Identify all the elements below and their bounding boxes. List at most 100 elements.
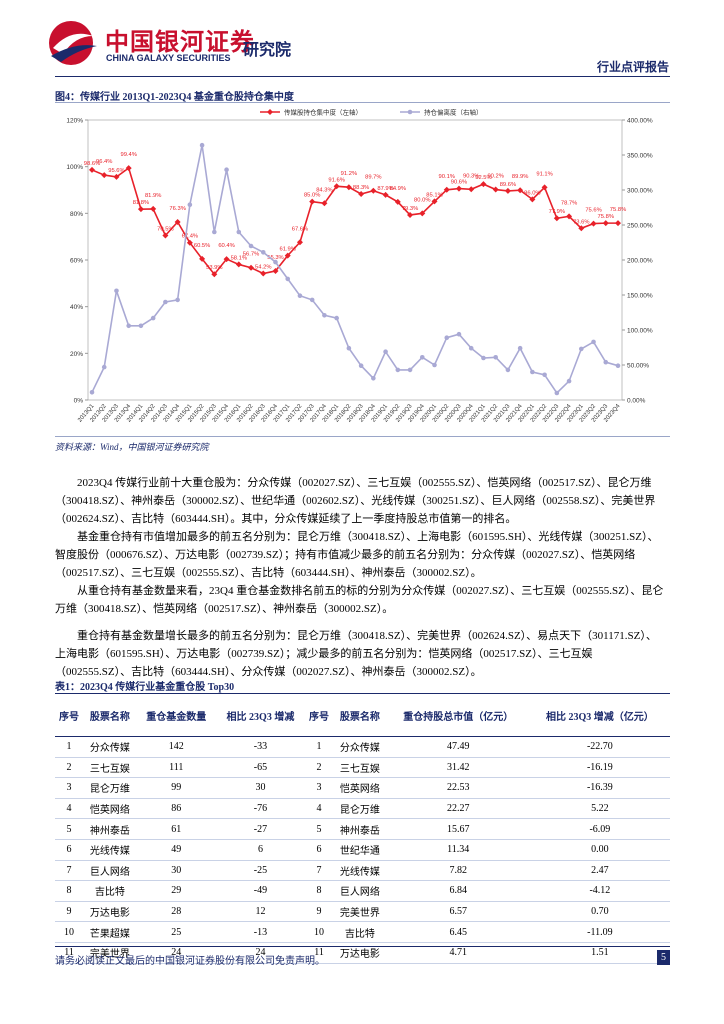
cell: 芒果超媒 [83, 921, 137, 943]
data-label: 58.1% [231, 255, 247, 261]
point [505, 367, 511, 373]
cell: 分众传媒 [333, 736, 387, 758]
cell: 4 [55, 798, 84, 820]
cell: 10 [305, 921, 334, 943]
point [481, 355, 486, 361]
point [419, 355, 425, 360]
footer-rule [55, 946, 670, 947]
paragraph: 2023Q4 传媒行业前十大重仓股为：分众传媒（002027.SZ）、三七互娱（… [55, 477, 656, 525]
data-label: 92.5% [475, 175, 491, 181]
data-label: 75.8% [610, 207, 626, 213]
cell: 7 [55, 860, 84, 882]
point [126, 323, 131, 329]
table: 序号 股票名称 重仓基金数量 相比 23Q3 增减 序号 股票名称 重仓持股总市值（亿元）相… [55, 693, 670, 964]
point [113, 173, 120, 180]
data-label: 87.9% [377, 186, 393, 192]
point [285, 276, 291, 282]
data-label: 98.6% [84, 161, 100, 167]
report-type: 行业点评报告 [596, 60, 669, 74]
cell: 11 [55, 942, 84, 964]
point [248, 264, 255, 271]
cell: 吉比特 [333, 921, 387, 943]
y2-tick-label: 150.00% [627, 293, 653, 300]
cell: 6.84 [386, 880, 530, 902]
point [101, 172, 108, 179]
point [199, 142, 205, 148]
legend-marker [267, 109, 273, 115]
data-label: 55.3% [267, 255, 283, 261]
point [138, 323, 144, 329]
cell: 完美世界 [83, 942, 137, 964]
point [248, 243, 254, 249]
data-label: 81.8% [133, 200, 149, 206]
point [187, 202, 193, 207]
data-label: 53.9% [206, 265, 222, 271]
cell: -6.09 [529, 818, 670, 840]
cell: 15.67 [386, 818, 530, 840]
table-header-row: 序号 股票名称 重仓基金数量 相比 23Q3 增减 序号 股票名称 重仓持股总市值（亿元）相… [55, 693, 670, 737]
cell: 30 [136, 860, 216, 882]
cell: 142 [136, 736, 216, 758]
point [615, 220, 621, 227]
figure-rule [55, 102, 670, 103]
cell: 22.27 [386, 798, 530, 820]
cell: -4.12 [529, 880, 670, 902]
point [333, 183, 340, 190]
chart: 0% 20% 40% 60% 80% 100% 120% 0.00% 50.00% 100.00%… [66, 108, 653, 424]
cell: 28 [136, 901, 216, 923]
point [444, 335, 450, 340]
point [553, 215, 560, 222]
data-label: 89.9% [512, 174, 528, 180]
point [578, 225, 585, 232]
cell: 1 [305, 736, 334, 758]
cell: -16.39 [529, 777, 670, 799]
cell: 巨人网络 [83, 860, 137, 882]
point [272, 267, 279, 274]
data-label: 61.9% [280, 247, 296, 253]
data-label: 78.7% [561, 200, 577, 206]
page-number: 5 [657, 950, 670, 965]
cell: 光线传媒 [333, 860, 387, 882]
cell: -25 [215, 860, 305, 882]
brand: 中国银河证券 [105, 28, 255, 56]
cell: 49 [136, 839, 216, 861]
cell: 99 [136, 777, 216, 799]
cell: 1.51 [529, 942, 670, 964]
point [260, 250, 266, 255]
header-cell: 序号 [305, 693, 334, 737]
cell: 6 [55, 839, 84, 861]
table-row: 3 昆仑万维 99 30 3 恺英网络 22.53 -16.39 [55, 777, 670, 799]
figure-source: 资料来源：Wind，中国银河证券研究院 [55, 442, 209, 452]
cell: 9 [305, 901, 334, 923]
data-label: 56.7% [243, 252, 259, 258]
header-cell: 相比 23Q3 增减（亿元） [529, 693, 670, 737]
point [260, 270, 267, 277]
point [186, 239, 193, 246]
data-label: 84.3% [316, 187, 332, 193]
disclaimer: 请务必阅读正文最后的中国银河证券股份有限公司免责声明。 [55, 956, 325, 967]
cell: 2.47 [529, 860, 670, 882]
point [358, 190, 365, 197]
point [480, 181, 487, 188]
point [468, 186, 475, 193]
point [541, 184, 548, 191]
cell: 5.22 [529, 798, 670, 820]
table-row: 2 三七互娱 111 -65 2 三七互娱 31.42 -16.19 [55, 757, 670, 779]
point [150, 315, 156, 321]
cell: 三七互娱 [83, 757, 137, 779]
header-rule [55, 76, 670, 77]
point [407, 367, 413, 373]
header-cell: 股票名称 [333, 693, 387, 737]
point [89, 390, 95, 395]
point [554, 390, 560, 396]
cell: 三七互娱 [333, 757, 387, 779]
institute: 研究院 [243, 40, 292, 59]
point [284, 252, 291, 259]
cell: 万达电影 [83, 901, 137, 923]
point [89, 166, 95, 173]
header-cell: 股票名称 [83, 693, 137, 737]
point [602, 220, 609, 227]
legend-label: 持仓偏离度（右轴） [424, 108, 483, 117]
cell: -49 [215, 880, 305, 902]
point [443, 186, 450, 193]
